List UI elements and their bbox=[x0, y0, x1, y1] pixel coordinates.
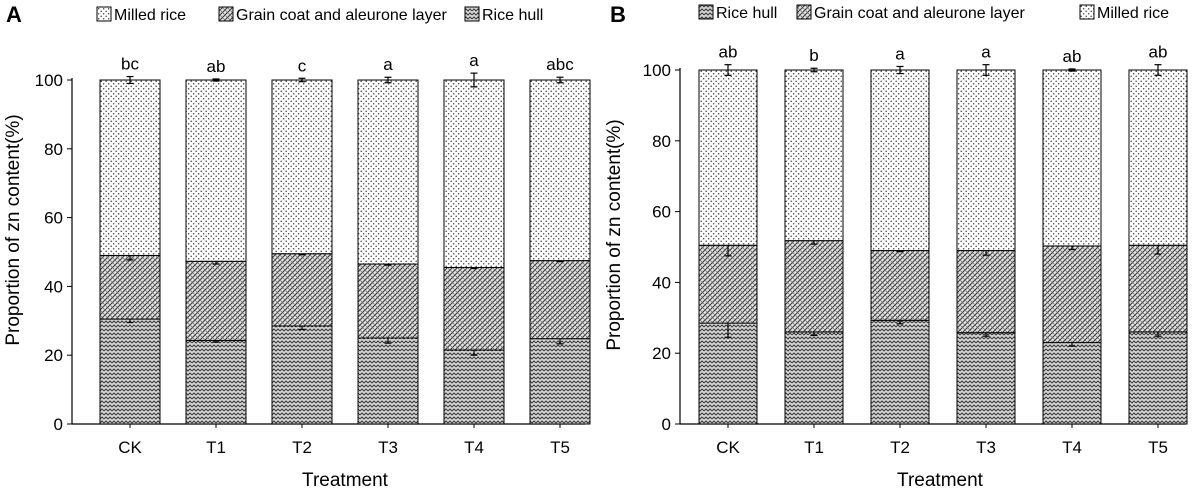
bar-segment-rice-hull bbox=[1128, 331, 1188, 425]
significance-label-milled-rice: bc bbox=[121, 55, 139, 74]
x-tick-label: T3 bbox=[976, 438, 996, 457]
bar-segment-rice-hull bbox=[784, 331, 844, 425]
bar-segment-milled-rice bbox=[870, 69, 930, 252]
legend-swatch-grain-coat bbox=[796, 4, 812, 20]
significance-label-milled-rice: a bbox=[383, 55, 393, 74]
y-tick-label: 0 bbox=[54, 415, 63, 434]
legend-label-rice-hull: Rice hull bbox=[482, 7, 543, 24]
y-tick-label: 20 bbox=[652, 344, 671, 363]
bar-segment-grain-coat-and-aleurone-layer bbox=[443, 266, 505, 351]
significance-label-milled-rice: ab bbox=[207, 57, 226, 76]
plot-area-a: 020406080100adbcCKbaabT1accT2bbcaT3caaT4… bbox=[35, 51, 591, 457]
x-tick-label: T1 bbox=[804, 438, 824, 457]
significance-label-milled-rice: a bbox=[469, 51, 479, 70]
x-tick-label: T1 bbox=[206, 438, 226, 457]
bar-segment-milled-rice bbox=[784, 69, 844, 242]
bar-segment-rice-hull bbox=[443, 349, 505, 425]
panel-label-b: B bbox=[610, 2, 626, 27]
significance-label-milled-rice: c bbox=[298, 56, 307, 75]
legend-b: Rice hull Grain coat and aleurone layer … bbox=[698, 4, 1169, 22]
bar-segment-rice-hull bbox=[357, 337, 419, 425]
y-axis-title-b: Proportion of zn content(%) bbox=[604, 119, 625, 350]
y-tick-label: 100 bbox=[35, 71, 63, 90]
y-axis-title-a: Proportion of zn content(%) bbox=[3, 114, 24, 345]
significance-label-milled-rice: a bbox=[895, 44, 905, 63]
y-tick-label: 80 bbox=[652, 132, 671, 151]
x-tick-label: T2 bbox=[890, 438, 910, 457]
bar-segment-grain-coat-and-aleurone-layer bbox=[357, 263, 419, 339]
plot-area-b: 020406080100abcabCKababbT1acaT2ababcaT3b… bbox=[643, 43, 1188, 457]
significance-label-milled-rice: b bbox=[809, 46, 818, 65]
panel-label-a: A bbox=[6, 2, 22, 27]
legend-a: Milled rice Grain coat and aleurone laye… bbox=[96, 6, 543, 24]
bar-segment-rice-hull bbox=[271, 325, 333, 425]
bar-segment-milled-rice bbox=[1042, 69, 1102, 247]
y-tick-label: 100 bbox=[643, 61, 671, 80]
legend-label-milled-rice: Milled rice bbox=[114, 7, 186, 24]
bar-segment-rice-hull bbox=[1042, 342, 1102, 425]
x-tick-label: CK bbox=[716, 438, 740, 457]
legend-label-milled-rice: Milled rice bbox=[1097, 5, 1169, 22]
x-axis-title-b: Treatment bbox=[897, 470, 984, 490]
bar-segment-milled-rice bbox=[956, 69, 1016, 252]
x-tick-label: T2 bbox=[292, 438, 312, 457]
legend-label-grain-coat: Grain coat and aleurone layer bbox=[814, 5, 1025, 22]
x-tick-label: T3 bbox=[378, 438, 398, 457]
legend-swatch-rice-hull bbox=[464, 6, 480, 22]
significance-label-milled-rice: ab bbox=[1149, 43, 1168, 62]
x-axis-title-a: Treatment bbox=[302, 470, 389, 490]
bar-segment-grain-coat-and-aleurone-layer bbox=[185, 260, 247, 341]
significance-label-milled-rice: ab bbox=[1063, 47, 1082, 66]
legend-swatch-milled-rice bbox=[96, 6, 112, 22]
bar-segment-rice-hull bbox=[529, 338, 591, 425]
bar-segment-grain-coat-and-aleurone-layer bbox=[784, 240, 844, 333]
bar-segment-rice-hull bbox=[698, 322, 758, 425]
bar-segment-grain-coat-and-aleurone-layer bbox=[99, 254, 161, 320]
significance-label-milled-rice: ab bbox=[719, 43, 738, 62]
bar-segment-milled-rice bbox=[529, 79, 591, 262]
panel-a: A Milled rice Grain coat and aleurone la… bbox=[3, 2, 591, 490]
bar-segment-milled-rice bbox=[271, 79, 333, 255]
legend-label-grain-coat: Grain coat and aleurone layer bbox=[236, 7, 447, 24]
bar-segment-rice-hull bbox=[956, 332, 1016, 425]
bar-segment-milled-rice bbox=[185, 79, 247, 262]
bar-segment-grain-coat-and-aleurone-layer bbox=[956, 250, 1016, 334]
bar-segment-milled-rice bbox=[99, 79, 161, 256]
legend-swatch-rice-hull bbox=[698, 4, 714, 20]
y-tick-label: 40 bbox=[652, 273, 671, 292]
bar-segment-milled-rice bbox=[698, 69, 758, 246]
x-tick-label: T5 bbox=[550, 438, 570, 457]
legend-swatch-milled-rice bbox=[1079, 4, 1095, 20]
bar-segment-milled-rice bbox=[443, 79, 505, 268]
y-tick-label: 60 bbox=[44, 209, 63, 228]
y-tick-label: 60 bbox=[652, 203, 671, 222]
y-tick-label: 40 bbox=[44, 277, 63, 296]
bar-segment-grain-coat-and-aleurone-layer bbox=[271, 253, 333, 327]
y-tick-label: 20 bbox=[44, 346, 63, 365]
legend-label-rice-hull: Rice hull bbox=[716, 5, 777, 22]
y-tick-label: 0 bbox=[662, 415, 671, 434]
bar-segment-grain-coat-and-aleurone-layer bbox=[1042, 245, 1102, 344]
x-tick-label: T4 bbox=[1062, 438, 1082, 457]
bar-segment-grain-coat-and-aleurone-layer bbox=[698, 244, 758, 324]
bar-segment-grain-coat-and-aleurone-layer bbox=[1128, 244, 1188, 333]
bar-segment-rice-hull bbox=[870, 319, 930, 425]
x-tick-label: T4 bbox=[464, 438, 484, 457]
legend-swatch-grain-coat bbox=[218, 6, 234, 22]
bar-segment-grain-coat-and-aleurone-layer bbox=[870, 250, 930, 321]
bar-segment-grain-coat-and-aleurone-layer bbox=[529, 260, 591, 340]
bar-segment-rice-hull bbox=[99, 318, 161, 425]
significance-label-milled-rice: abc bbox=[546, 55, 574, 74]
bar-segment-milled-rice bbox=[1128, 69, 1188, 246]
x-tick-label: CK bbox=[118, 438, 142, 457]
x-tick-label: T5 bbox=[1148, 438, 1168, 457]
y-tick-label: 80 bbox=[44, 140, 63, 159]
bar-segment-milled-rice bbox=[357, 79, 419, 265]
panel-b: B Rice hull Grain coat and aleurone laye… bbox=[604, 2, 1188, 490]
significance-label-milled-rice: a bbox=[981, 43, 991, 62]
bar-segment-rice-hull bbox=[185, 339, 247, 425]
